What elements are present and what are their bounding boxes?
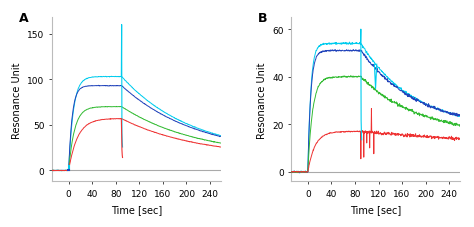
Text: A: A — [18, 12, 28, 25]
Y-axis label: Resonance Unit: Resonance Unit — [12, 62, 22, 138]
Text: B: B — [258, 12, 267, 25]
X-axis label: Time [sec]: Time [sec] — [350, 204, 401, 214]
X-axis label: Time [sec]: Time [sec] — [111, 204, 162, 214]
Y-axis label: Resonance Unit: Resonance Unit — [256, 62, 267, 138]
